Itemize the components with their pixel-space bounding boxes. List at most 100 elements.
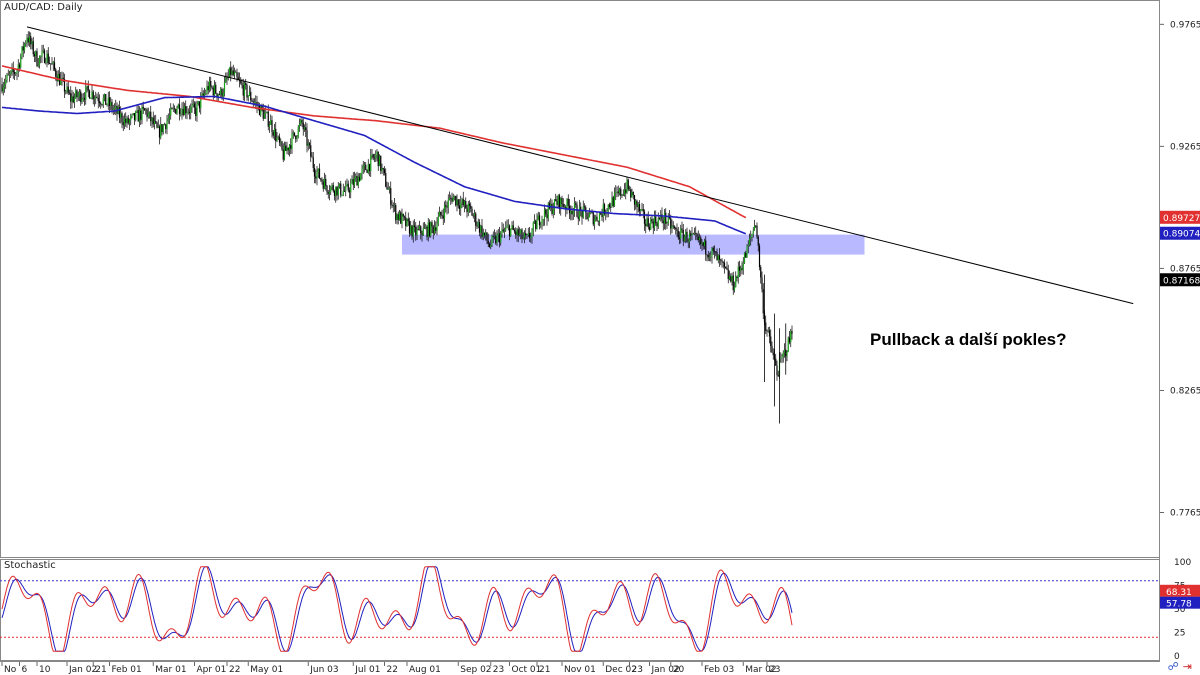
candle-body <box>351 179 353 184</box>
candle-body <box>516 229 518 236</box>
candle-body <box>751 234 753 237</box>
candle-body <box>5 79 7 85</box>
candle-body <box>190 107 192 114</box>
candle-body <box>208 80 211 91</box>
candle-body <box>541 219 543 225</box>
candle-body <box>731 275 733 282</box>
candle-body <box>371 154 373 156</box>
candle-body <box>447 199 449 208</box>
candle-body <box>232 70 234 75</box>
candle-body <box>471 208 473 216</box>
candle-body <box>586 212 588 220</box>
price-tick-label: 0.92653 <box>1170 142 1200 152</box>
candle-body <box>195 107 197 116</box>
candle-body <box>223 82 226 93</box>
link-icon[interactable]: ☍ <box>1167 660 1179 673</box>
candle-body <box>353 177 356 186</box>
candle-body <box>61 77 63 79</box>
candle-body <box>123 118 126 126</box>
candle-body <box>497 233 499 235</box>
candle-body <box>71 96 73 102</box>
candle-body <box>493 235 496 237</box>
candle-body <box>342 190 344 195</box>
candle-body <box>676 229 678 232</box>
candle-body <box>427 222 429 237</box>
candle-body <box>315 176 317 179</box>
candle-body <box>55 69 57 77</box>
candle-body <box>258 104 261 116</box>
candle-body <box>405 217 407 226</box>
candle-body <box>365 164 367 171</box>
stochastic-d-label: 57.78 <box>1166 600 1192 610</box>
candle-body <box>210 80 212 87</box>
candle-body <box>445 205 447 207</box>
candle-body <box>306 130 308 146</box>
candle-body <box>382 168 384 170</box>
candle-body <box>178 104 181 115</box>
candle-body <box>685 231 687 237</box>
candle-body <box>200 96 202 109</box>
candle-body <box>156 122 158 128</box>
candle-body <box>512 225 514 231</box>
corner-icons[interactable]: ☍ ⇥ <box>1168 660 1192 673</box>
candle-body <box>412 225 414 237</box>
candle-body <box>181 108 183 114</box>
candle-body <box>36 51 38 66</box>
candle-body <box>538 215 541 226</box>
candle-body <box>146 109 148 117</box>
candle-body <box>551 203 553 214</box>
candle-body <box>426 226 428 237</box>
candle-body <box>385 172 387 187</box>
candle-body <box>733 286 736 291</box>
candle-body <box>132 113 134 115</box>
candle-body <box>170 108 172 116</box>
candle-body <box>397 214 399 220</box>
candle-body <box>491 235 493 246</box>
candle-body <box>360 173 362 181</box>
stochastic-d-tag <box>1160 596 1200 609</box>
time-tick-label: 22 <box>387 665 398 675</box>
candle-body <box>531 230 533 238</box>
candle-body <box>406 218 408 226</box>
time-tick-label: Dec 02 <box>605 665 637 675</box>
support-zone <box>402 234 865 255</box>
candle-body <box>186 112 188 114</box>
candle-body <box>153 121 156 125</box>
candle-body <box>376 151 378 156</box>
candle-body <box>625 189 627 193</box>
candle-body <box>48 63 51 64</box>
candle-body <box>86 85 88 87</box>
candle-body <box>303 127 306 130</box>
candle-body <box>110 101 112 106</box>
candle-body <box>500 233 502 243</box>
candle-body <box>277 136 279 138</box>
candle-body <box>710 256 712 258</box>
candle-body <box>218 94 221 96</box>
candle-body <box>221 88 223 97</box>
candle-body <box>640 209 642 212</box>
candle-body <box>673 226 676 228</box>
candle-body <box>326 185 328 193</box>
candle-body <box>81 98 83 102</box>
candle-body <box>267 111 269 127</box>
candle-body <box>10 71 12 75</box>
candle-body <box>148 111 151 114</box>
time-tick-label: 10 <box>39 665 51 675</box>
candle-body <box>741 268 743 270</box>
candle-body <box>478 222 481 233</box>
candle-body <box>418 226 421 230</box>
candle-body <box>318 168 321 179</box>
candle-body <box>112 109 114 110</box>
arrow-icon[interactable]: ⇥ <box>1182 660 1192 673</box>
candle-body <box>621 194 623 196</box>
candle-body <box>271 120 273 133</box>
candle-body <box>68 92 71 94</box>
candle-body <box>713 250 716 252</box>
candle-body <box>46 53 48 63</box>
candle-body <box>327 192 329 194</box>
candle-body <box>732 275 734 291</box>
candle-body <box>723 262 726 267</box>
candle-body <box>477 222 479 226</box>
candle-body <box>33 54 36 57</box>
